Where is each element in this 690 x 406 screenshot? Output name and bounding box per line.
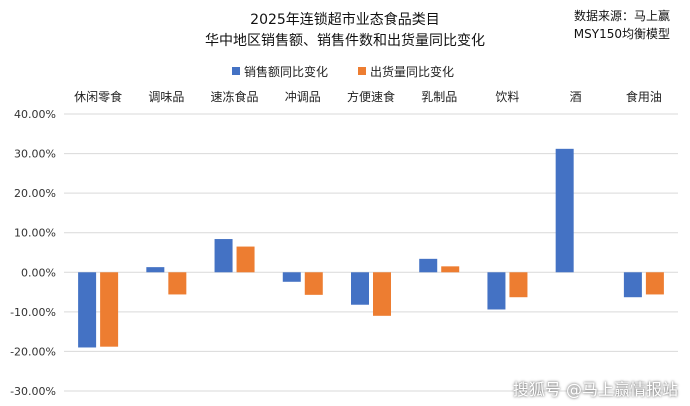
y-tick-label: 20.00% (14, 187, 56, 200)
y-tick-label: -30.00% (10, 385, 56, 398)
legend-label: 出货量同比变化 (370, 64, 454, 79)
y-tick-label: 0.00% (21, 266, 56, 279)
y-tick-label: 30.00% (14, 148, 56, 161)
category-label: 饮料 (495, 90, 519, 104)
category-label: 调味品 (148, 90, 184, 104)
category-label: 乳制品 (421, 90, 457, 104)
bar-shipment (441, 266, 460, 273)
y-tick-label: 40.00% (14, 108, 56, 121)
legend-label: 销售额同比变化 (244, 64, 328, 79)
bar-sales (146, 267, 165, 273)
category-label: 速冻食品 (211, 89, 259, 104)
bar-shipment (100, 272, 119, 347)
category-label: 酒 (570, 90, 582, 104)
bar-shipment (168, 272, 187, 295)
category-label: 休闲零食 (74, 89, 122, 104)
bar-sales (555, 148, 574, 273)
category-label: 冲调品 (285, 89, 321, 104)
category-label: 方便速食 (347, 89, 395, 104)
category-label: 食用油 (626, 89, 662, 104)
y-tick-label: 10.00% (14, 227, 56, 240)
bar-sales (78, 272, 97, 348)
bar-sales (282, 272, 301, 282)
bar-shipment (304, 272, 323, 295)
bar-sales (623, 272, 642, 298)
legend-swatch (232, 67, 240, 75)
bar-sales (214, 239, 233, 273)
bar-shipment (509, 272, 528, 298)
bar-sales (487, 272, 506, 310)
watermark: 搜狐号 @马上赢情报站 (512, 380, 678, 399)
model-note: MSY150均衡模型 (573, 27, 670, 41)
legend-swatch (358, 67, 366, 75)
bar-shipment (645, 272, 664, 295)
bar-sales (419, 258, 438, 273)
bar-shipment (236, 246, 255, 273)
y-tick-label: -10.00% (10, 306, 56, 319)
bar-sales (351, 272, 369, 305)
chart-title-line1: 2025年连锁超市业态食品类目 (250, 12, 440, 28)
chart-title-line2: 华中地区销售额、销售件数和出货量同比变化 (205, 33, 485, 49)
data-source-note: 数据来源：马上赢 (573, 9, 670, 23)
bar-shipment (373, 272, 391, 316)
y-tick-label: -20.00% (10, 345, 56, 358)
